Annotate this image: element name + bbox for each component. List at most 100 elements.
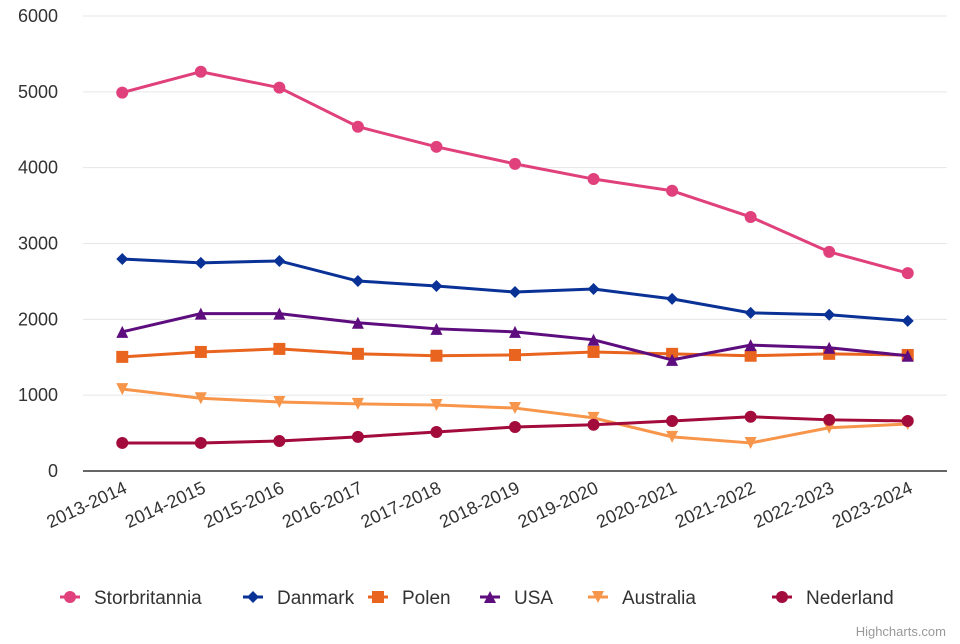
data-point[interactable] (744, 210, 757, 223)
data-point[interactable] (116, 350, 129, 363)
data-point[interactable] (744, 410, 757, 423)
legend-symbol-square-icon (372, 591, 384, 603)
series-polen (116, 342, 914, 363)
x-tick-label: 2023-2024 (829, 477, 915, 532)
legend-symbol-circle-icon (64, 591, 76, 603)
data-point[interactable] (194, 436, 207, 449)
x-tick-label: 2019-2020 (515, 477, 601, 532)
data-point[interactable] (430, 399, 443, 412)
data-point[interactable] (901, 267, 914, 280)
legend-item-danmark[interactable]: Danmark (243, 588, 355, 609)
data-point[interactable] (823, 413, 836, 426)
data-point[interactable] (116, 436, 129, 449)
data-point[interactable] (351, 120, 364, 133)
data-point[interactable] (273, 395, 286, 408)
data-point[interactable] (351, 316, 364, 329)
data-point[interactable] (744, 436, 757, 449)
data-point[interactable] (666, 414, 679, 427)
legend-label: Polen (402, 588, 451, 609)
data-point[interactable] (901, 414, 914, 427)
data-point[interactable] (194, 307, 207, 320)
data-point[interactable] (587, 333, 600, 346)
data-point[interactable] (744, 306, 757, 319)
data-point[interactable] (587, 411, 600, 424)
data-point[interactable] (273, 435, 286, 448)
data-point[interactable] (430, 425, 443, 438)
data-point[interactable] (273, 307, 286, 320)
legend-label: Storbritannia (94, 588, 202, 609)
data-point[interactable] (823, 308, 836, 321)
y-tick-label: 3000 (18, 234, 58, 254)
series-australia (116, 383, 914, 449)
x-tick-label: 2021-2022 (672, 477, 758, 532)
legend-item-usa[interactable]: USA (480, 588, 553, 609)
data-point[interactable] (194, 392, 207, 405)
series-group (116, 65, 914, 449)
series-line[interactable] (122, 387, 908, 445)
data-point[interactable] (430, 322, 443, 335)
data-point[interactable] (194, 65, 207, 78)
y-tick-label: 6000 (18, 6, 58, 26)
data-point[interactable] (116, 325, 129, 338)
data-point[interactable] (823, 245, 836, 258)
data-point[interactable] (666, 184, 679, 197)
data-point[interactable] (823, 341, 836, 354)
data-point[interactable] (194, 256, 207, 269)
data-point[interactable] (430, 279, 443, 292)
data-point[interactable] (509, 157, 521, 170)
y-tick-label: 1000 (18, 385, 58, 405)
data-point[interactable] (509, 402, 521, 415)
data-point[interactable] (666, 292, 679, 305)
legend-item-australia[interactable]: Australia (588, 588, 696, 609)
data-point[interactable] (116, 253, 129, 266)
data-point[interactable] (430, 349, 443, 362)
legend-item-polen[interactable]: Polen (368, 588, 451, 609)
data-point[interactable] (273, 81, 286, 94)
x-tick-label: 2014-2015 (122, 477, 208, 532)
data-point[interactable] (901, 314, 914, 327)
x-tick-label: 2013-2014 (43, 477, 129, 532)
series-storbritannia (116, 65, 914, 280)
legend-symbol-triangle-icon (484, 591, 496, 603)
data-point[interactable] (509, 421, 521, 434)
data-point[interactable] (351, 275, 364, 288)
data-point[interactable] (587, 345, 600, 358)
data-point[interactable] (587, 283, 600, 295)
data-point[interactable] (351, 430, 364, 443)
y-tick-label: 0 (48, 461, 58, 481)
x-tick-label: 2015-2016 (201, 477, 287, 532)
legend-label: USA (514, 588, 553, 609)
legend-symbol-circle-icon (776, 591, 788, 603)
data-point[interactable] (509, 348, 521, 361)
data-point[interactable] (744, 339, 757, 352)
legend-label: Australia (622, 588, 696, 609)
data-point[interactable] (901, 349, 914, 362)
data-point[interactable] (587, 173, 600, 186)
data-point[interactable] (744, 349, 757, 362)
x-tick-label: 2022-2023 (750, 477, 836, 532)
data-point[interactable] (351, 347, 364, 360)
highcharts-credit[interactable]: Highcharts.com (856, 624, 946, 639)
data-point[interactable] (666, 347, 679, 360)
data-point[interactable] (116, 383, 129, 396)
data-point[interactable] (509, 325, 521, 338)
data-point[interactable] (273, 254, 286, 267)
legend-label: Danmark (277, 588, 355, 609)
data-point[interactable] (509, 286, 521, 299)
data-point[interactable] (666, 430, 679, 443)
data-point[interactable] (666, 353, 679, 366)
legend-item-storbritannia[interactable]: Storbritannia (60, 588, 202, 609)
data-point[interactable] (194, 345, 207, 358)
gridlines (83, 15, 947, 396)
legend: Storbritannia Danmark Polen USA Australia Ned… (60, 588, 894, 609)
data-point[interactable] (430, 140, 443, 153)
legend-symbol-triangle-down-icon (592, 591, 604, 603)
data-point[interactable] (587, 418, 600, 431)
data-point[interactable] (116, 86, 129, 99)
legend-item-nederland[interactable]: Nederland (772, 588, 894, 609)
series-line[interactable] (121, 70, 909, 275)
y-axis: 0 1000 2000 3000 4000 5000 6000 (18, 6, 58, 481)
data-point[interactable] (273, 342, 286, 355)
y-tick-label: 5000 (18, 82, 58, 102)
data-point[interactable] (351, 397, 364, 410)
